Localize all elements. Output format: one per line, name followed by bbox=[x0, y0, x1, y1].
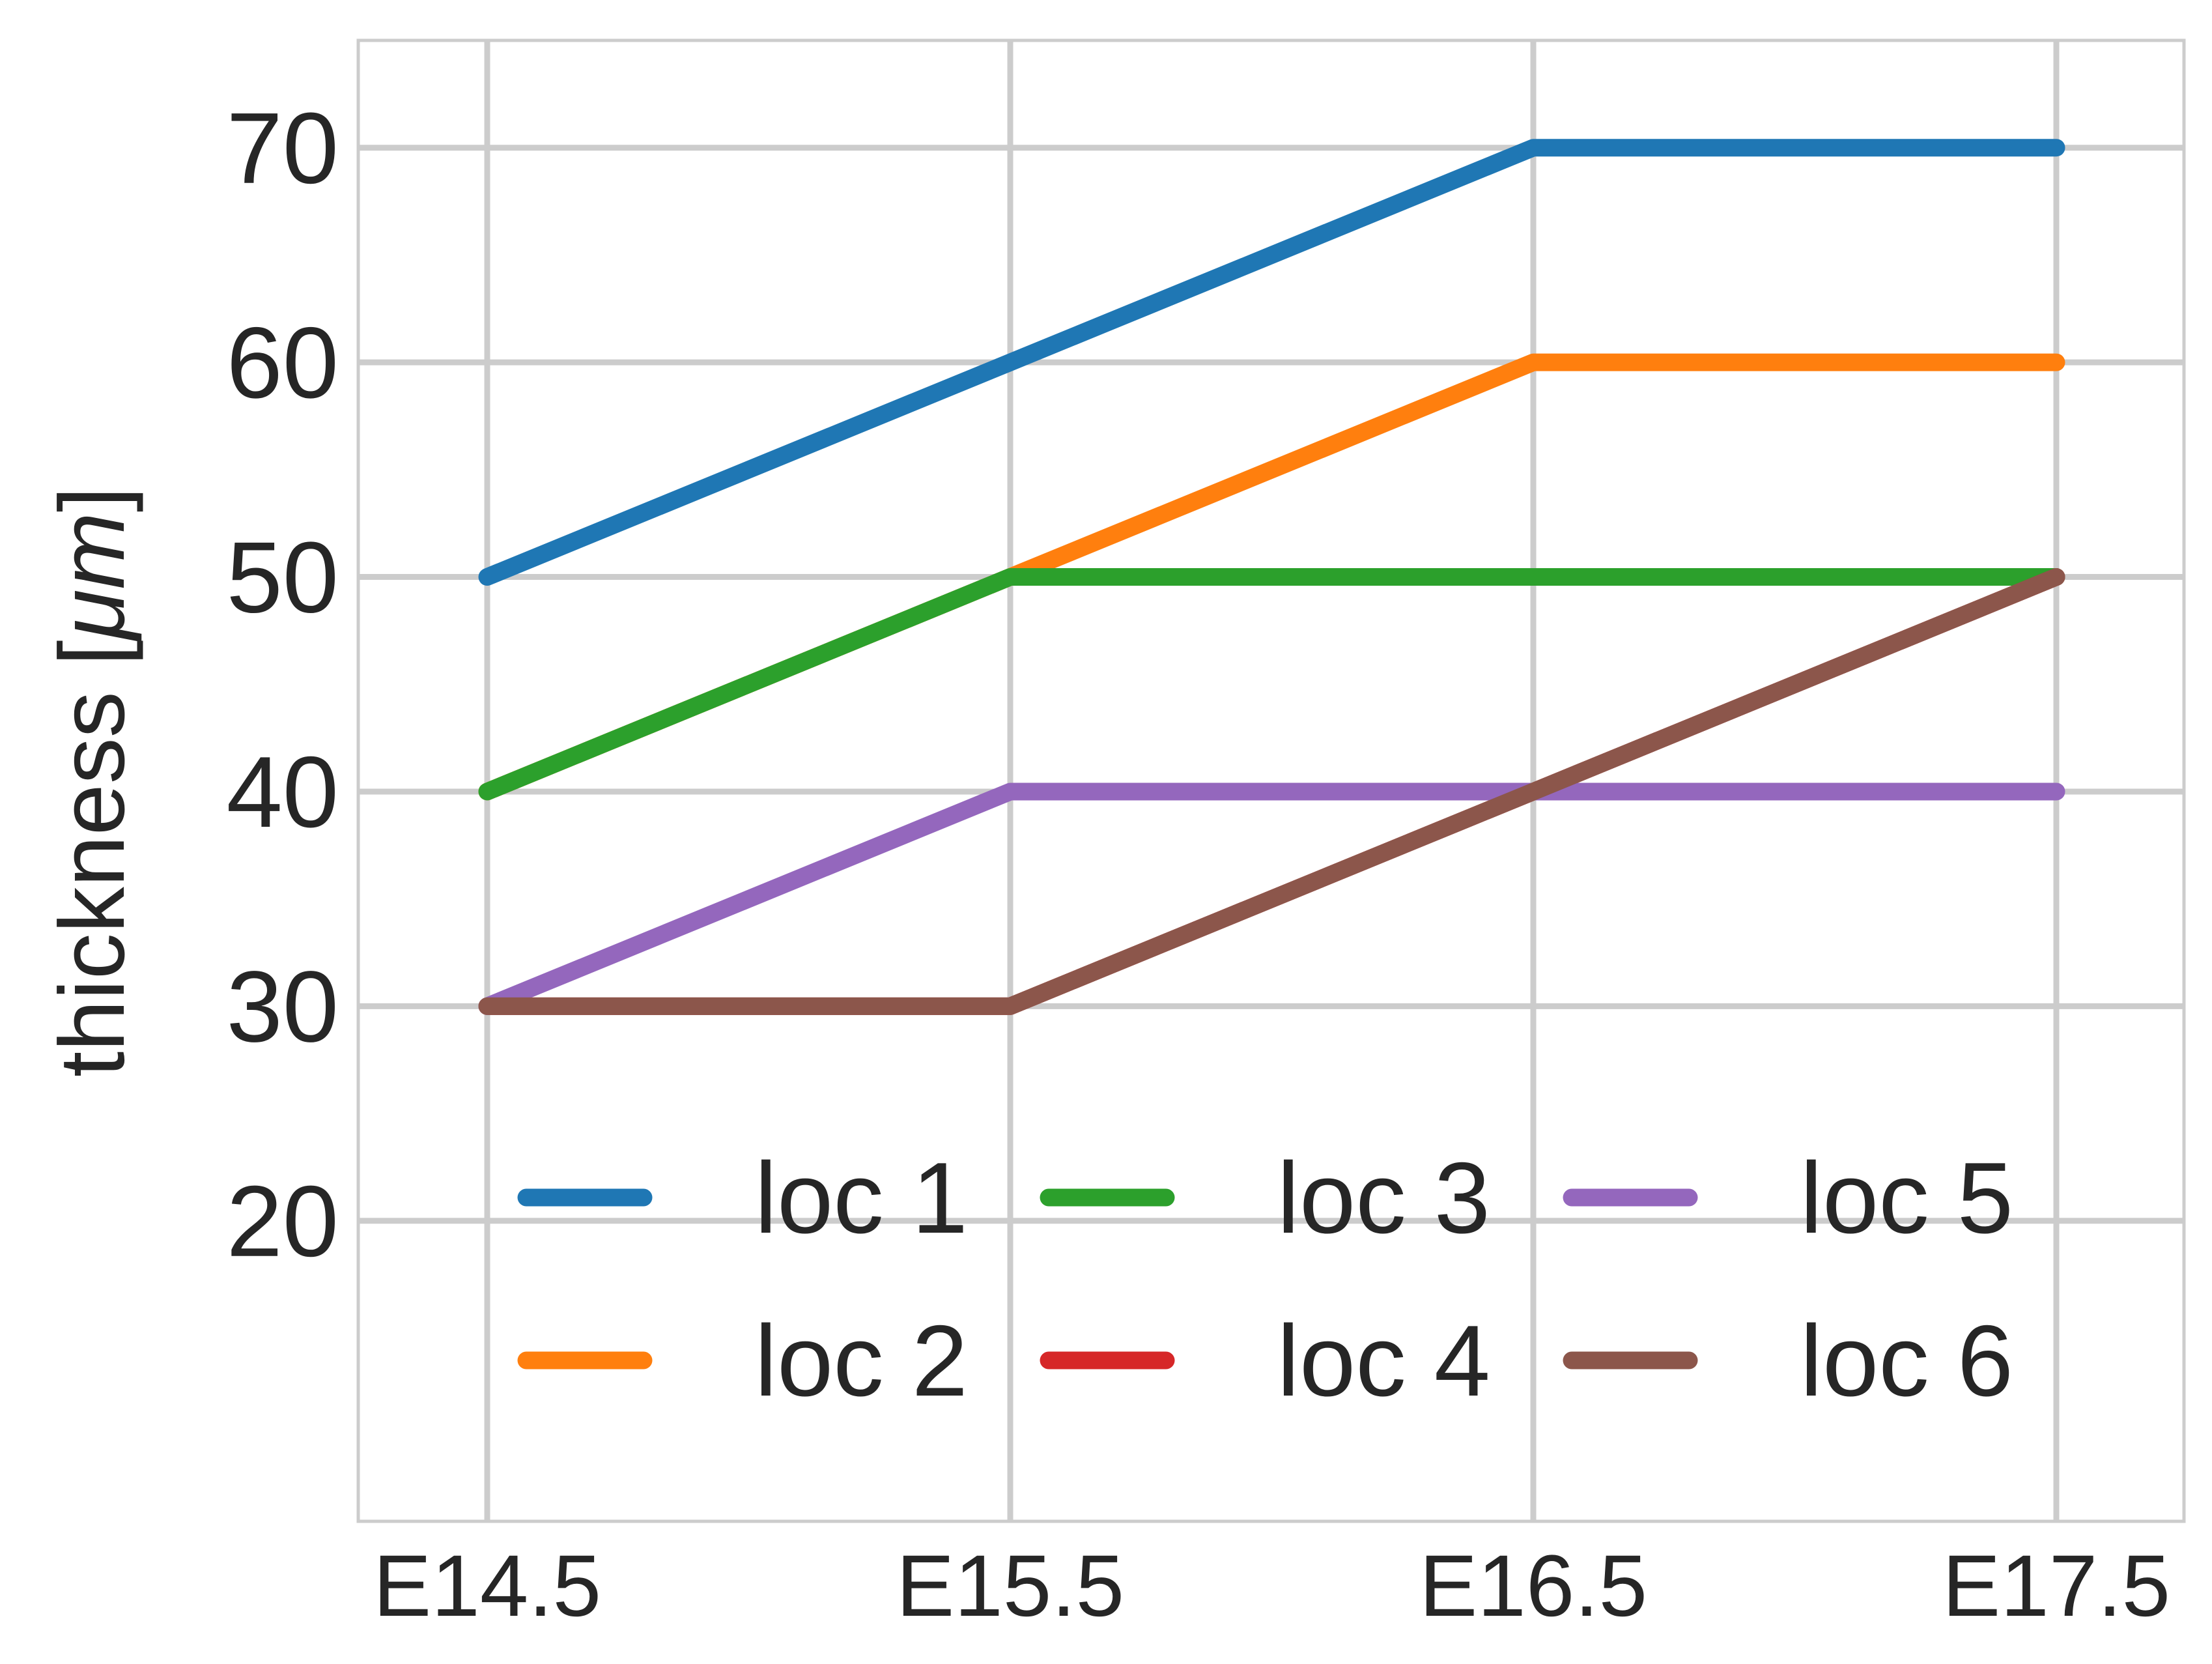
legend-label: loc 3 bbox=[1277, 1141, 1490, 1254]
legend: loc 1 loc 2 loc 3 loc 4 loc 5 loc 6 bbox=[517, 1141, 2013, 1417]
x-tick-label: E15.5 bbox=[896, 1538, 1124, 1635]
y-axis-label: thickness [μm] bbox=[40, 487, 144, 1077]
y-tick-label: 30 bbox=[227, 950, 339, 1063]
y-tick-label: 50 bbox=[227, 521, 339, 634]
x-tick-labels: E14.5 E15.5 E16.5 E17.5 bbox=[373, 1538, 2170, 1635]
series-line-loc-6 bbox=[478, 568, 2065, 1015]
y-tick-labels: 20 30 40 50 60 70 bbox=[227, 92, 339, 1278]
legend-label: loc 2 bbox=[755, 1304, 968, 1417]
y-tick-label: 40 bbox=[227, 736, 339, 848]
legend-label: loc 4 bbox=[1277, 1304, 1490, 1417]
y-axis-label-text: thickness [ bbox=[40, 640, 144, 1077]
x-tick-label: E14.5 bbox=[373, 1538, 601, 1635]
y-tick-label: 60 bbox=[227, 306, 339, 419]
series-line-loc-3 bbox=[478, 568, 2065, 801]
legend-label: loc 1 bbox=[755, 1141, 968, 1254]
series-lines bbox=[478, 139, 2065, 1015]
series-line-loc-1 bbox=[478, 139, 2065, 586]
legend-label: loc 5 bbox=[1800, 1141, 2013, 1254]
y-axis-label-close: ] bbox=[40, 487, 144, 512]
y-axis-label-unit: μm bbox=[40, 512, 144, 642]
legend-label: loc 6 bbox=[1800, 1304, 2013, 1417]
x-tick-label: E16.5 bbox=[1419, 1538, 1647, 1635]
x-tick-label: E17.5 bbox=[1942, 1538, 2170, 1635]
plot-frame bbox=[356, 38, 2186, 1523]
y-tick-label: 70 bbox=[227, 92, 339, 205]
series-line-loc-5 bbox=[478, 782, 2065, 1015]
y-tick-label: 20 bbox=[227, 1165, 339, 1278]
